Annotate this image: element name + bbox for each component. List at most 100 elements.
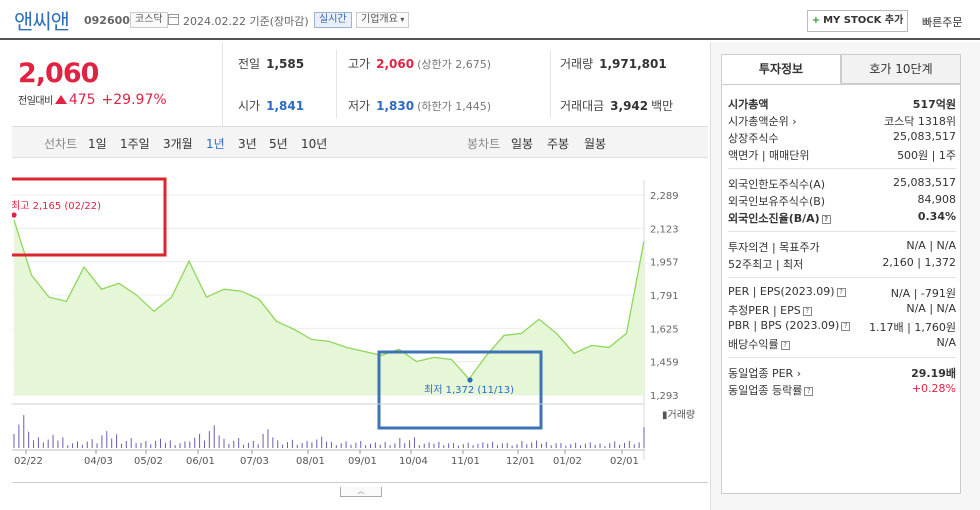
x-tick-label: 07/03 — [240, 456, 269, 467]
change-label: 전일대비 — [18, 96, 53, 107]
info-row: PBR | BPS (2023.09)? 1.17배 | 1,760원 — [728, 319, 956, 335]
y-tick-label: 1,459 — [650, 358, 679, 369]
info-label: PER | EPS(2023.09)? — [728, 285, 846, 298]
info-value: 코스닥 1318위 — [884, 115, 956, 128]
x-tick-label: 10/04 — [399, 456, 428, 467]
high-point-marker — [11, 212, 17, 218]
x-tick-label: 09/01 — [348, 456, 377, 467]
info-row: 배당수익률? N/A — [728, 336, 956, 352]
low-point-marker — [467, 377, 473, 383]
price-line — [13, 219, 645, 381]
candle-monthly[interactable]: 월봉 — [584, 137, 607, 151]
info-value: N/A | N/A — [906, 302, 956, 315]
info-label: 외국인한도주식수(A) — [728, 178, 826, 191]
info-value: 1.17배 | 1,760원 — [869, 321, 956, 334]
info-divider — [728, 357, 956, 358]
info-divider — [728, 231, 956, 232]
divider — [550, 50, 551, 118]
tab-invest-info[interactable]: 투자정보 — [721, 54, 841, 84]
divider — [222, 42, 223, 126]
info-label: 외국인보유주식수(B) — [728, 195, 826, 208]
info-divider — [728, 168, 956, 169]
stat-prev-close: 전일 1,585 — [238, 57, 305, 71]
info-row: 동일업종 PER › 29.19배 — [728, 365, 956, 381]
stat-low: 저가 1,830 (하한가 1,445) — [348, 99, 491, 113]
info-value: N/A — [936, 336, 956, 349]
info-row: 외국인한도주식수(A) 25,083,517 — [728, 176, 956, 192]
info-value: +0.28% — [911, 382, 956, 395]
info-row: 액면가 | 매매단위 500원 | 1주 — [728, 147, 956, 163]
help-icon[interactable]: ? — [821, 214, 831, 224]
price-change: 전일대비 475 +29.97% — [18, 92, 167, 108]
help-icon[interactable]: ? — [780, 340, 790, 350]
help-icon[interactable]: ? — [804, 386, 814, 396]
realtime-button[interactable]: 실시간 — [314, 12, 352, 28]
market-badge: 코스닥 — [130, 12, 168, 28]
info-value: 0.34% — [917, 210, 956, 223]
x-tick-label: 11/01 — [451, 456, 480, 467]
info-label: 시가총액 — [728, 98, 769, 111]
add-my-stock-button[interactable]: + MY STOCK 추가 — [807, 10, 908, 32]
price-chart[interactable]: 2,289 2,123 1,957 1,791 1,625 1,459 1,293 최고 2,… — [3, 160, 708, 482]
info-row: 외국인소진율(B/A)? 0.34% — [728, 210, 956, 226]
range-1w[interactable]: 1주일 — [120, 137, 150, 151]
y-tick-label: 1,957 — [650, 258, 679, 269]
info-row: 52주최고 | 최저 2,160 | 1,372 — [728, 256, 956, 272]
stat-open: 시가 1,841 — [238, 99, 305, 113]
range-3y[interactable]: 3년 — [238, 137, 257, 151]
info-label: 액면가 | 매매단위 — [728, 149, 810, 162]
range-1d[interactable]: 1일 — [88, 137, 107, 151]
quote-date: 2024.02.22 기준(장마감) — [183, 15, 309, 28]
info-row: PER | EPS(2023.09)? N/A | -791원 — [728, 285, 956, 301]
help-icon[interactable]: ? — [802, 306, 812, 316]
info-value: 84,908 — [917, 193, 957, 206]
price-area — [14, 219, 644, 395]
info-label: 시가총액순위 › — [728, 115, 797, 128]
high-highlight-box — [3, 177, 167, 257]
info-value: N/A | -791원 — [890, 287, 956, 300]
info-label: 동일업종 PER › — [728, 367, 802, 380]
info-label: 외국인소진율(B/A)? — [728, 210, 831, 226]
change-percent: +29.97% — [101, 92, 167, 108]
y-tick-label: 1,625 — [650, 324, 679, 335]
x-tick-label: 05/02 — [134, 456, 163, 467]
price-stats: 전일 1,585 고가 2,060 (상한가 2,675) 거래량 1,971,801 … — [222, 42, 706, 126]
info-value: N/A | N/A — [906, 239, 956, 252]
info-label: 배당수익률? — [728, 336, 790, 352]
chart-expand-toggle[interactable]: ︿ — [340, 487, 382, 497]
y-tick-label: 1,293 — [650, 391, 679, 402]
high-point-label: 최고 2,165 (02/22) — [12, 200, 101, 212]
help-icon[interactable]: ? — [836, 287, 846, 297]
info-divider — [728, 277, 956, 278]
y-tick-label: 2,123 — [650, 224, 679, 235]
quick-order-link[interactable]: 빠른주문 — [922, 16, 963, 29]
add-my-stock-label: MY STOCK 추가 — [823, 15, 904, 26]
tab-hoga[interactable]: 호가 10단계 — [841, 54, 961, 84]
range-1y[interactable]: 1년 — [206, 137, 225, 151]
x-tick-label: 02/01 — [610, 456, 639, 467]
candle-daily[interactable]: 일봉 — [511, 137, 534, 151]
x-tick-label: 12/01 — [506, 456, 535, 467]
candle-weekly[interactable]: 주봉 — [547, 137, 570, 151]
change-amount: 475 — [68, 92, 96, 108]
help-icon[interactable]: ? — [841, 321, 851, 331]
range-10y[interactable]: 10년 — [301, 137, 328, 151]
chart-bottom-line — [12, 482, 708, 483]
stock-name[interactable]: 앤씨앤 — [14, 10, 70, 34]
y-tick-label: 1,791 — [650, 291, 679, 302]
range-5y[interactable]: 5년 — [269, 137, 288, 151]
info-value: 25,083,517 — [893, 130, 956, 143]
info-row: 외국인보유주식수(B) 84,908 — [728, 193, 956, 209]
info-label: 투자의견 | 목표주가 — [728, 241, 820, 254]
info-label: 상장주식수 — [728, 132, 779, 145]
company-overview-dropdown[interactable]: 기업개요 — [356, 12, 410, 28]
info-row: 시가총액 517억원 — [728, 96, 956, 112]
range-3m[interactable]: 3개월 — [163, 137, 193, 151]
info-value: 2,160 | 1,372 — [882, 256, 956, 269]
info-row: 추정PER | EPS? N/A | N/A — [728, 302, 956, 318]
x-tick-label: 04/03 — [84, 456, 113, 467]
info-value: 25,083,517 — [893, 176, 956, 189]
low-point-label: 최저 1,372 (11/13) — [424, 384, 514, 396]
